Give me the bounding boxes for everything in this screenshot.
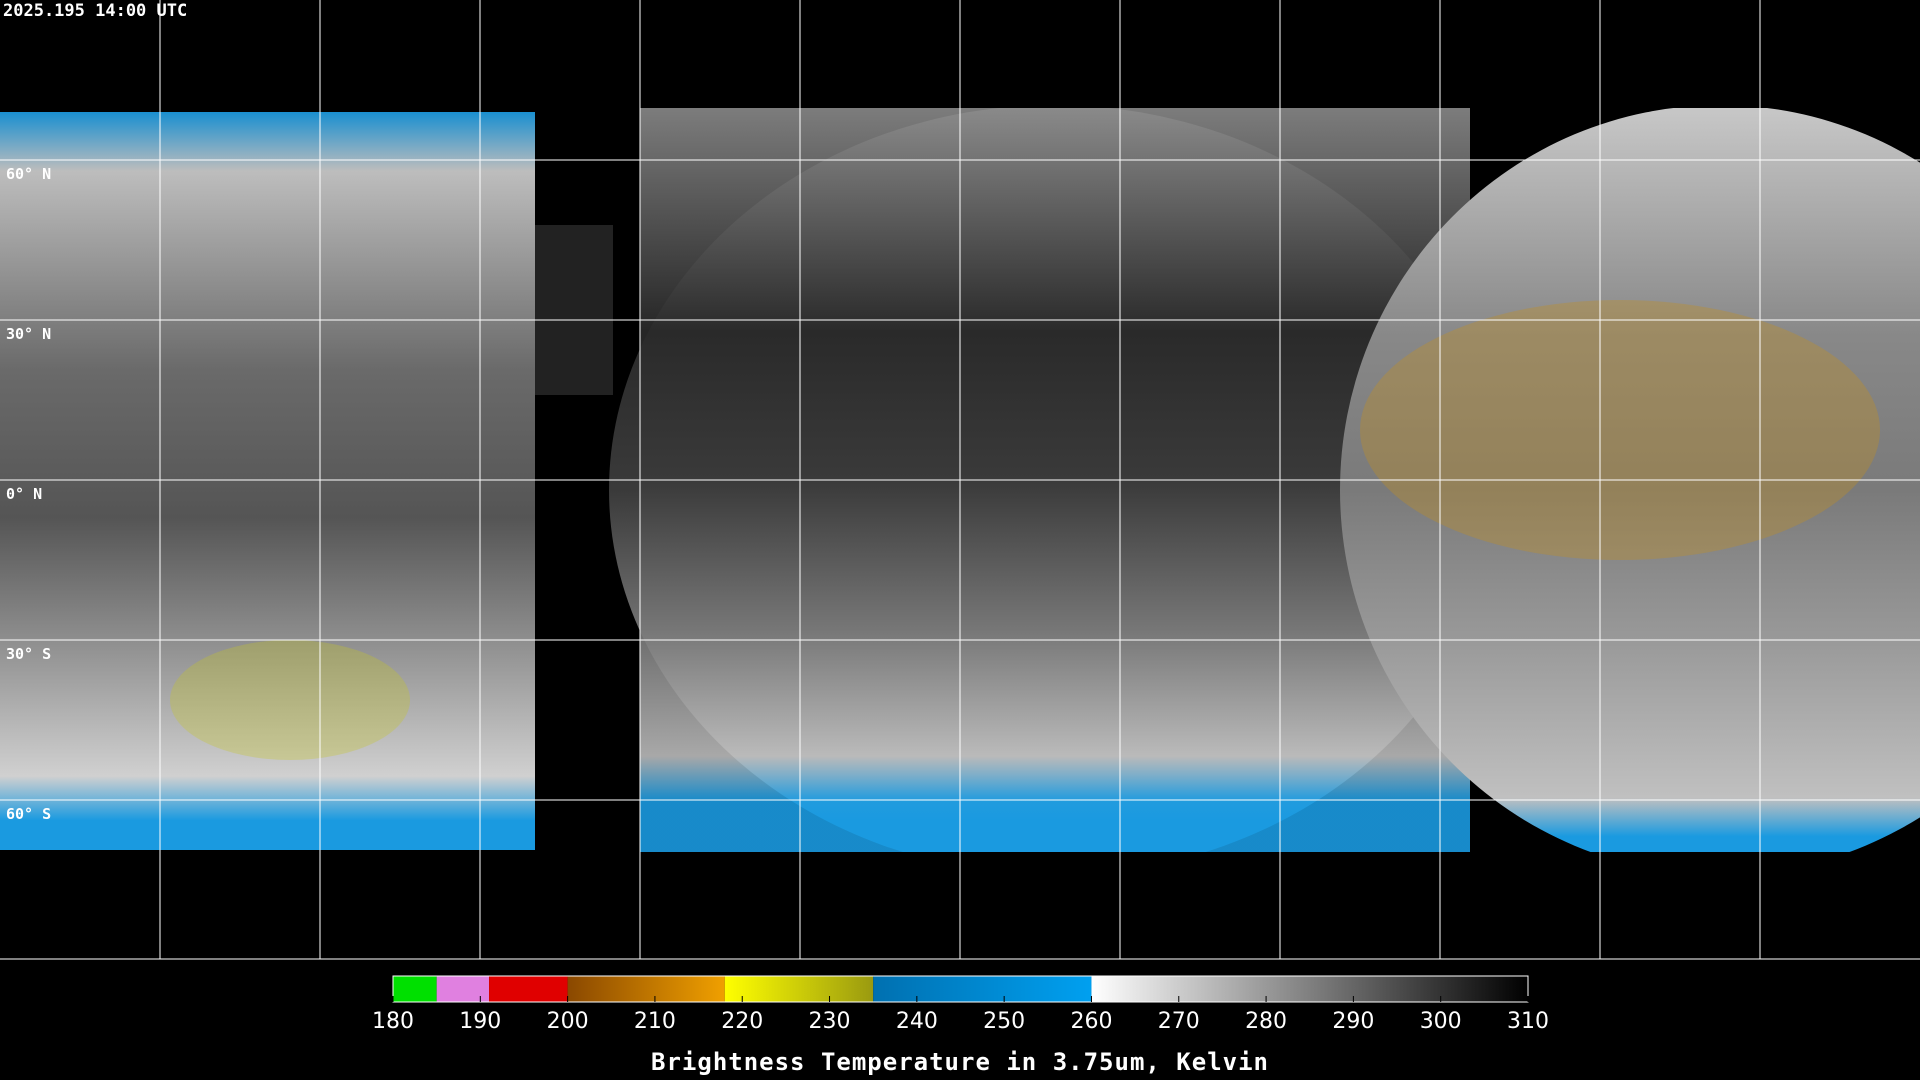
lat-label: 0° N: [6, 485, 42, 503]
colorbar-segment: [724, 976, 874, 1002]
colorbar-segment: [489, 976, 568, 1002]
colorbar-tick-label: 250: [983, 1009, 1025, 1034]
graticule: [0, 0, 1920, 959]
convection: [1360, 300, 1880, 560]
colorbar-tick-label: 220: [721, 1009, 763, 1034]
colorbar-label: Brightness Temperature in 3.75um, Kelvin: [651, 1048, 1269, 1076]
lat-labels: 60° N 30° N 0° N 30° S 60° S: [6, 165, 51, 823]
colorbar-tick-label: 210: [634, 1009, 676, 1034]
colorbar-tick-label: 310: [1507, 1009, 1549, 1034]
colorbar-tick-label: 230: [809, 1009, 851, 1034]
colorbar-segment: [1091, 976, 1528, 1002]
colorbar-tick-label: 260: [1070, 1009, 1112, 1034]
lat-label: 60° S: [6, 805, 51, 823]
colorbar-frame: [392, 975, 1529, 1003]
colorbar-segment: [567, 976, 725, 1002]
colorbar: 180 190 200 210 220 230 240 250 260 270 280 290 300 3…: [372, 975, 1549, 1034]
colorbar-segment: [436, 976, 490, 1002]
timestamp: 2025.195 14:00 UTC: [3, 1, 187, 21]
colorbar-tick-label: 200: [547, 1009, 589, 1034]
imagery-gap: [535, 225, 613, 395]
colorbar-tick-label: 280: [1245, 1009, 1287, 1034]
colorbar-tick-label: 180: [372, 1009, 414, 1034]
lat-label: 30° S: [6, 645, 51, 663]
lat-label: 30° N: [6, 325, 51, 343]
colorbar-segment: [393, 976, 437, 1002]
storm: [170, 640, 410, 760]
colorbar-tick-label: 240: [896, 1009, 938, 1034]
colorbar-tick-label: 190: [459, 1009, 501, 1034]
lat-label: 60° N: [6, 165, 51, 183]
colorbar-tick-label: 270: [1158, 1009, 1200, 1034]
colorbar-tick-label: 290: [1332, 1009, 1374, 1034]
imagery-west: [0, 112, 535, 850]
imagery-east: [1340, 105, 1920, 875]
colorbar-tick-label: 300: [1420, 1009, 1462, 1034]
colorbar-segment: [873, 976, 1092, 1002]
